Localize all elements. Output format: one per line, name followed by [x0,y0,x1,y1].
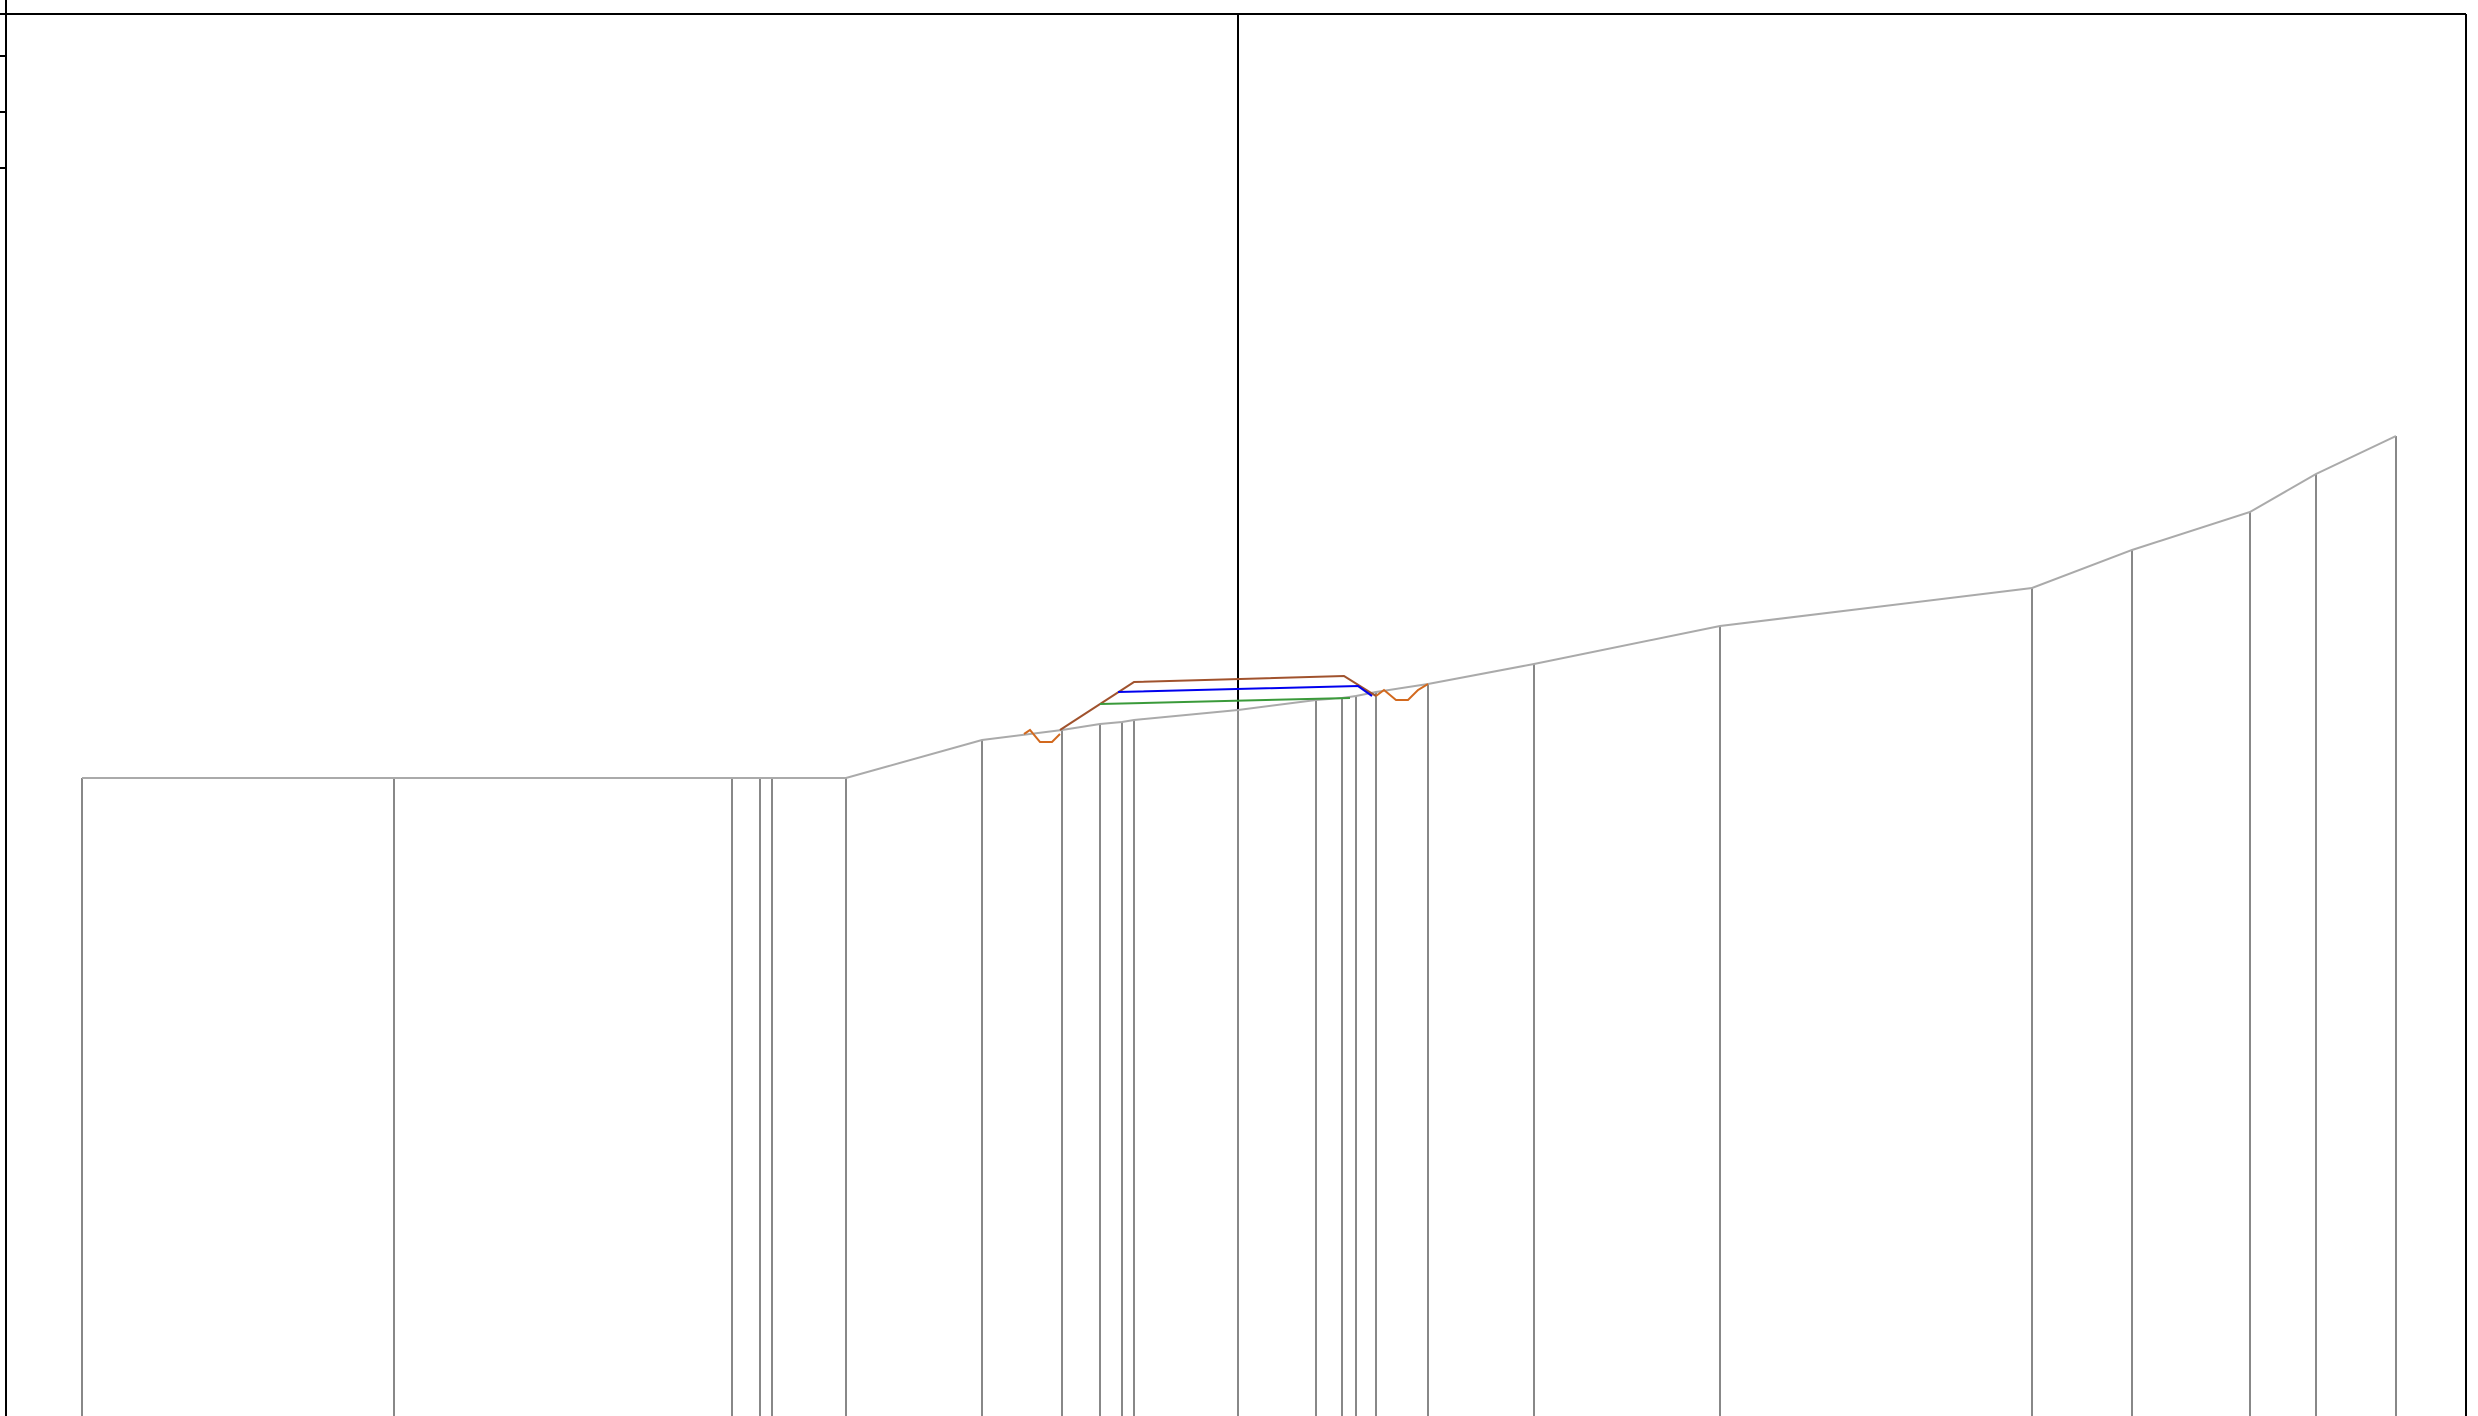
ground-profile [82,435,2397,779]
ditch-right [1375,683,1429,701]
station-lines [81,436,2397,1416]
design-top-line [1059,674,1377,731]
side-ditches [1023,683,1429,743]
ditch-left [1023,728,1061,743]
design-blue-line [1117,684,1373,697]
design-green-line [1099,697,1351,705]
design-section [1059,674,1377,731]
